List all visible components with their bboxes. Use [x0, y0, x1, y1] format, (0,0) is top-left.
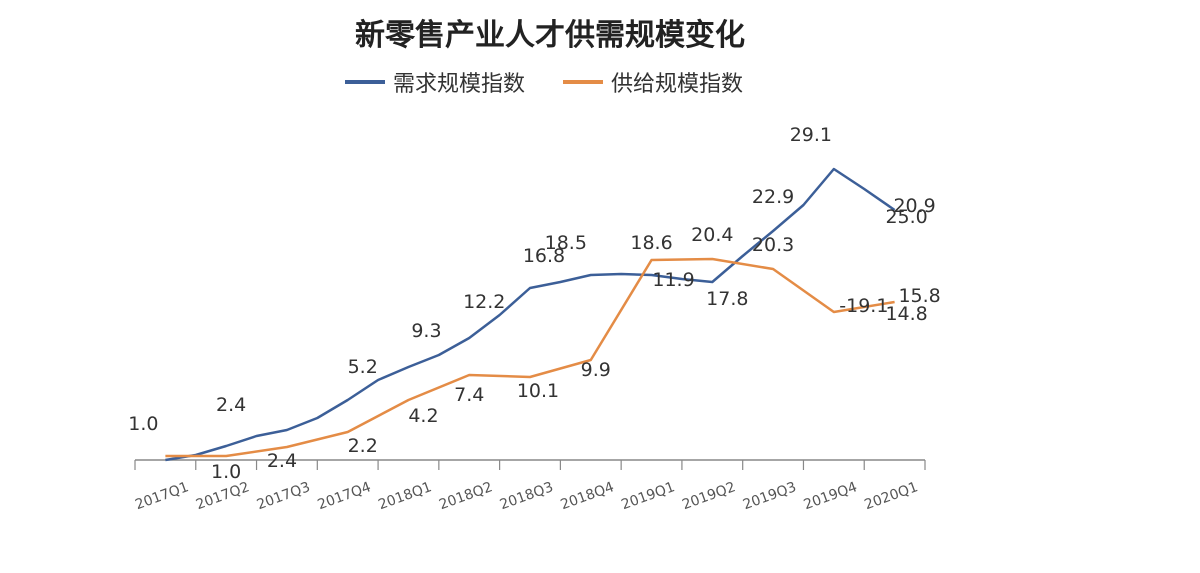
- data-labels: 1.0 2.4 5.2 9.3 12.2 16.818.5 18.6 17.8 22.9 29.1…: [128, 124, 940, 483]
- data-label-0: 29.1: [790, 124, 832, 146]
- x-tick-label: 2017Q2: [194, 479, 252, 513]
- data-label-1: 1.0: [211, 461, 241, 483]
- x-tick-label: 2018Q3: [498, 479, 556, 513]
- chart-title: 新零售产业人才供需规模变化: [355, 18, 745, 53]
- x-tick-label: 2017Q1: [133, 479, 191, 513]
- series-line-0: [165, 167, 896, 462]
- legend: 需求规模指数 供给规模指数: [345, 66, 781, 98]
- data-label-1: 2.4: [267, 450, 297, 472]
- data-label-0: 1.0: [128, 413, 158, 435]
- data-label-1: 11.9: [652, 269, 694, 291]
- data-label-0: 9.3: [411, 320, 441, 342]
- data-label-0: 12.2: [463, 291, 505, 313]
- data-label-1: 20.3: [752, 234, 794, 256]
- legend-swatch-supply: [563, 80, 604, 84]
- data-label-1: 14.8: [885, 303, 927, 325]
- data-label-0: 25.0: [885, 206, 927, 228]
- data-label-1: 9.9: [581, 359, 611, 381]
- data-label-0: 5.2: [348, 356, 378, 378]
- x-tick-label: 2018Q1: [376, 479, 434, 513]
- data-label-0: 20.9: [893, 195, 935, 217]
- data-label-1: 10.1: [517, 380, 559, 402]
- x-tick-label: 2017Q4: [315, 479, 373, 513]
- data-label-1: 4.2: [408, 405, 438, 427]
- data-label-1: 2.2: [348, 435, 378, 457]
- data-label-0: 2.4: [216, 394, 246, 416]
- x-tick-label: 2018Q2: [437, 479, 495, 513]
- x-tick-label: 2019Q4: [802, 479, 860, 513]
- data-label-1: 7.4: [454, 384, 484, 406]
- data-label-0: 22.9: [752, 186, 794, 208]
- x-tick-label: 2020Q1: [862, 479, 920, 513]
- legend-item-supply: 供给规模指数: [563, 66, 743, 98]
- legend-item-demand: 需求规模指数: [345, 66, 525, 98]
- legend-swatch-demand: [345, 80, 385, 84]
- legend-label-demand: 需求规模指数: [393, 72, 526, 97]
- data-label-0: 17.8: [706, 288, 748, 310]
- x-tick-label: 2019Q3: [741, 479, 799, 513]
- legend-label-supply: 供给规模指数: [611, 72, 744, 97]
- x-axis: 2017Q1 2017Q2 2017Q3 2017Q4 2018Q1 2018Q2 2018…: [133, 459, 926, 513]
- data-label-0: 18.5: [545, 232, 587, 254]
- data-label-1: 15.8: [898, 285, 940, 307]
- data-label-0: 18.6: [630, 232, 672, 254]
- x-tick-label: 2019Q2: [680, 479, 738, 513]
- series-layer: [165, 167, 896, 462]
- data-label-0: 16.8: [523, 245, 565, 267]
- data-label-1: -19.1: [839, 295, 888, 317]
- x-tick-label: 2019Q1: [619, 479, 677, 513]
- data-label-1: 20.4: [691, 224, 733, 246]
- x-tick-label: 2017Q3: [255, 479, 313, 513]
- x-tick-label: 2018Q4: [559, 479, 617, 513]
